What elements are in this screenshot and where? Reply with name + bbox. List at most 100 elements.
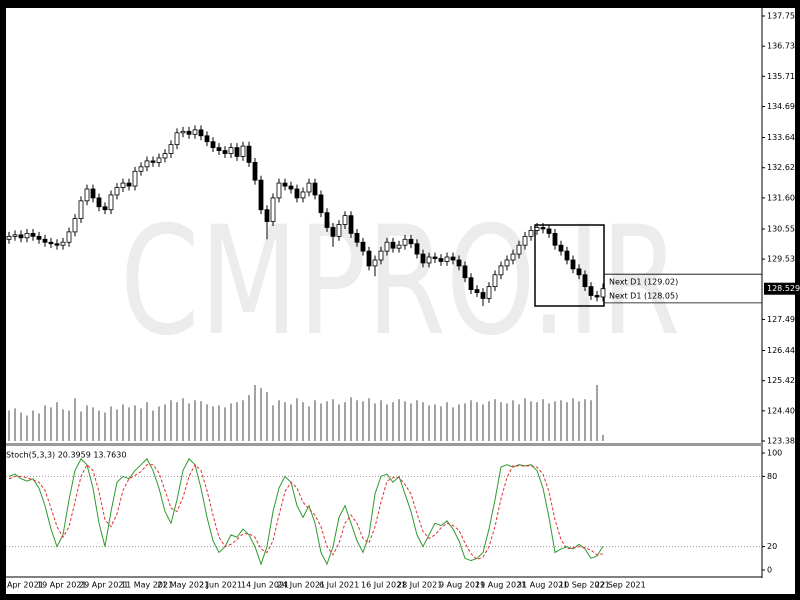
candle-body — [240, 145, 246, 157]
candle-body — [162, 153, 168, 159]
indicator-title: Stoch(5,3,3) 20.3959 13.7630 — [6, 451, 126, 460]
y-tick-label: 0 — [767, 566, 772, 575]
candle-body — [198, 129, 204, 137]
candle-body — [558, 244, 564, 252]
candle-body — [276, 182, 282, 199]
candle-body — [534, 227, 540, 231]
candle-body — [72, 218, 78, 233]
candle-body — [354, 232, 360, 243]
candle-body — [108, 194, 114, 211]
candle-body — [444, 256, 450, 262]
y-tick-label: 129.530 — [767, 255, 800, 264]
candle-body — [192, 129, 198, 135]
candle-body — [336, 224, 342, 237]
candle-body — [180, 130, 186, 134]
candle-body — [228, 147, 234, 154]
candle-body — [504, 259, 510, 267]
candle-body — [270, 197, 276, 222]
candle-body — [78, 200, 84, 219]
candle-body — [66, 231, 72, 243]
candle-body — [312, 182, 318, 196]
candle-body — [54, 243, 60, 246]
candle-body — [84, 188, 90, 202]
candle-body — [24, 232, 30, 239]
candle-body — [222, 150, 228, 154]
candle-body — [282, 182, 288, 187]
candle-body — [30, 232, 36, 237]
candle-body — [378, 250, 384, 261]
candle-body — [330, 227, 336, 237]
candle-body — [546, 228, 552, 234]
x-tick-label: 24 Jun 2021 — [277, 581, 325, 590]
x-tick-label: 21 May 2021 — [157, 581, 209, 590]
x-tick-label: 16 Jul 2021 — [361, 581, 406, 590]
candle-body — [144, 160, 150, 168]
candle-body — [150, 160, 156, 163]
candle-body — [48, 241, 54, 245]
x-tick-label: 14 Jun 2021 — [241, 581, 289, 590]
last-price-label: 128.529 — [767, 284, 800, 293]
x-tick-label: 19 Apr 2021 — [37, 581, 86, 590]
candle-body — [402, 238, 408, 246]
y-tick-label: 130.550 — [767, 224, 800, 233]
candle-body — [12, 234, 18, 237]
candle-body — [450, 256, 456, 261]
candle-body — [168, 144, 174, 154]
candle-body — [294, 188, 300, 199]
level-label: Next D1 (129.02) — [609, 278, 678, 287]
candle-body — [126, 182, 132, 187]
candle-body — [492, 274, 498, 288]
candle-body — [426, 256, 432, 264]
candle-body — [114, 187, 120, 196]
candle-body — [6, 235, 12, 240]
candle-body — [588, 286, 594, 296]
candle-body — [132, 170, 138, 187]
candle-body — [474, 289, 480, 293]
candle-body — [420, 253, 426, 264]
candle-body — [300, 191, 306, 199]
y-tick-label: 20 — [767, 542, 777, 551]
candle-body — [18, 234, 24, 239]
candle-body — [96, 197, 102, 208]
candle-body — [36, 235, 42, 240]
y-tick-label: 125.420 — [767, 376, 800, 385]
candle-body — [498, 265, 504, 276]
candle-body — [438, 258, 444, 262]
candle-body — [510, 253, 516, 261]
candle-body — [540, 227, 546, 230]
y-tick-label: 137.750 — [767, 12, 800, 21]
candle-body — [360, 241, 366, 252]
y-tick-label: 124.400 — [767, 406, 800, 415]
panel-separator — [6, 443, 762, 446]
candle-body — [456, 259, 462, 267]
candle-body — [246, 145, 252, 163]
candle-body — [186, 130, 192, 135]
x-tick-label: 10 Sep 2021 — [559, 581, 610, 590]
candle-body — [264, 209, 270, 222]
candle-body — [174, 132, 180, 146]
y-tick-label: 136.730 — [767, 42, 800, 51]
candle-body — [258, 179, 264, 211]
candle-body — [42, 238, 48, 243]
x-tick-label: 2 Jun 2021 — [199, 581, 242, 590]
chart-background — [6, 8, 795, 594]
y-tick-label: 131.600 — [767, 193, 800, 202]
last-price-box — [764, 282, 796, 295]
y-tick-label: 126.440 — [767, 346, 800, 355]
candle-body — [372, 259, 378, 267]
y-tick-label: 100 — [767, 449, 782, 458]
candle-body — [342, 215, 348, 225]
candle-body — [564, 250, 570, 261]
x-tick-label: 28 Jul 2021 — [397, 581, 442, 590]
candle-body — [306, 182, 312, 193]
candle-body — [366, 250, 372, 267]
candle-body — [516, 244, 522, 255]
x-tick-label: 22 Sep 2021 — [595, 581, 646, 590]
y-tick-label: 80 — [767, 472, 777, 481]
candle-body — [462, 265, 468, 279]
candle-body — [210, 141, 216, 149]
x-tick-label: 11 May 2021 — [121, 581, 173, 590]
y-tick-label: 135.710 — [767, 72, 800, 81]
